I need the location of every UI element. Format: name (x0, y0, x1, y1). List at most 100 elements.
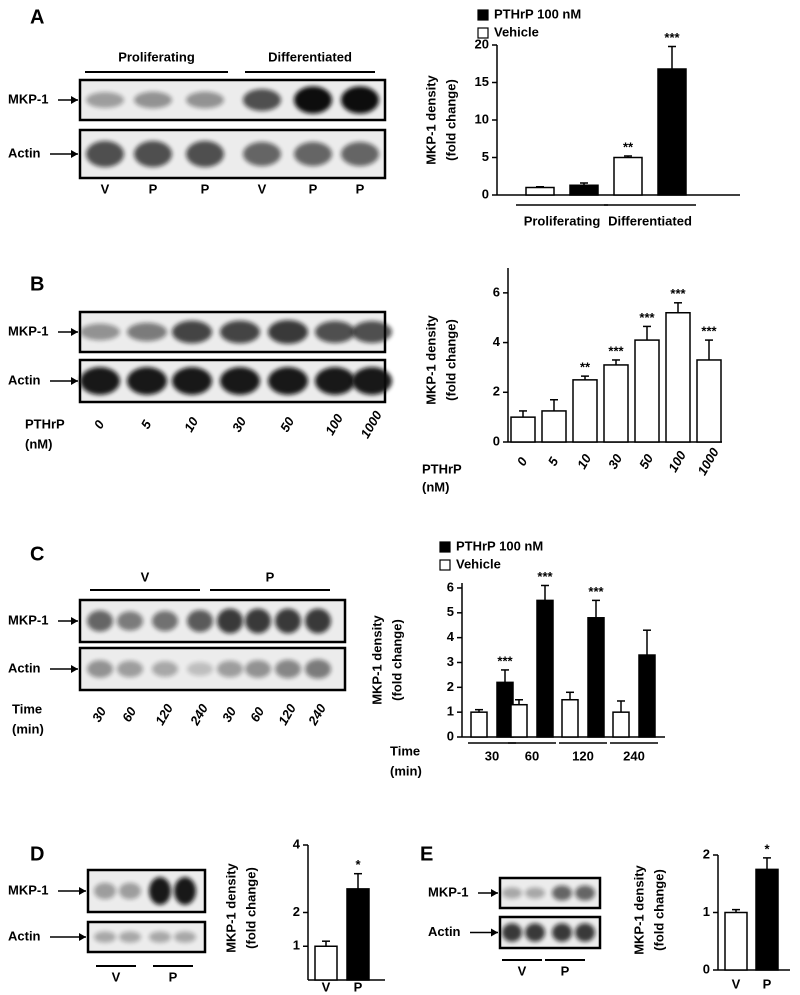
significance-label: *** (670, 286, 686, 301)
blot-band (187, 609, 213, 633)
blot-band (134, 140, 172, 168)
blot-band (315, 367, 355, 395)
bar (665, 311, 691, 443)
blot-band (525, 887, 545, 899)
arrow-head (491, 889, 498, 897)
blot-band (134, 91, 172, 109)
y-tick-label: 1 (703, 904, 710, 919)
bar (612, 711, 630, 738)
blot-band (502, 887, 522, 899)
y-axis-label: MKP-1 density (631, 864, 646, 954)
blot-band (502, 923, 522, 942)
blot-band (94, 931, 116, 943)
blot-band (305, 608, 331, 634)
x-axis-label: (nM) (422, 479, 449, 494)
blot-group-label: Proliferating (118, 49, 195, 64)
significance-label: *** (588, 584, 604, 599)
blot-band (575, 885, 595, 901)
blot-band (87, 610, 113, 632)
significance-label: *** (497, 653, 513, 668)
lane-label: P (356, 181, 365, 196)
lane-label: 30 (89, 704, 110, 725)
legend-label: PTHrP 100 nM (494, 6, 581, 21)
lane-title: PTHrP (25, 416, 65, 431)
arrow-head (71, 665, 78, 673)
arrow-head (71, 96, 78, 104)
blot-band (275, 608, 301, 634)
blot-band (174, 877, 196, 905)
bar (525, 186, 555, 196)
lane-label: 30 (219, 704, 240, 725)
row-label: MKP-1 (8, 612, 48, 627)
lane-label: V (101, 181, 110, 196)
lane-label: P (169, 969, 178, 984)
lane-label: 240 (305, 701, 330, 729)
blot-band (294, 141, 332, 167)
legend-label: Vehicle (494, 24, 539, 39)
y-tick-label: 2 (447, 679, 454, 694)
lane-label: V (518, 963, 527, 978)
blot-band (245, 608, 271, 634)
significance-label: *** (701, 324, 717, 339)
row-label: MKP-1 (8, 323, 48, 338)
y-tick-label: 2 (493, 384, 500, 399)
blot-band (172, 367, 212, 395)
lane-label: 50 (277, 414, 298, 435)
blot-band (220, 367, 260, 395)
y-tick-label: 0 (703, 961, 710, 976)
x-tick-label: 5 (545, 454, 562, 468)
x-tick-label: 240 (623, 748, 645, 763)
lane-title: (nM) (25, 436, 52, 451)
y-tick-label: 5 (447, 604, 454, 619)
blot-band (117, 660, 143, 678)
lane-label: P (309, 181, 318, 196)
blot-band (152, 610, 178, 632)
y-axis-label: MKP-1 density (423, 314, 438, 404)
bar (510, 416, 536, 443)
y-tick-label: 0 (482, 186, 489, 201)
legend-label: Vehicle (456, 556, 501, 571)
lane-label: 5 (138, 417, 155, 431)
bar (587, 617, 605, 738)
bar (755, 868, 779, 971)
arrow-head (79, 933, 86, 941)
significance-label: *** (537, 569, 553, 584)
blot-band (315, 321, 355, 343)
arrow-head (71, 150, 78, 158)
lane-label: 240 (187, 701, 212, 729)
panel-letter: E (420, 843, 433, 865)
lane-label: P (149, 181, 158, 196)
x-tick-label: 60 (525, 748, 539, 763)
arrow-head (71, 617, 78, 625)
bar (470, 711, 488, 738)
legend-swatch (477, 27, 489, 39)
bar (724, 911, 748, 971)
y-tick-label: 1 (293, 938, 300, 953)
x-tick-label: Proliferating (524, 213, 601, 228)
blot-band (172, 320, 212, 344)
x-tick-label: P (354, 979, 363, 994)
x-tick-label: 30 (485, 748, 499, 763)
x-tick-label: 120 (572, 748, 594, 763)
y-axis-label: (fold change) (651, 869, 666, 951)
x-axis-label: (min) (390, 763, 422, 778)
y-tick-label: 20 (475, 36, 489, 51)
blot-band (341, 141, 379, 167)
bar (572, 379, 598, 443)
blot-band (268, 320, 308, 344)
blot-band (127, 322, 167, 342)
bar (314, 945, 338, 981)
lane-title: Time (12, 701, 42, 716)
lane-label: P (561, 963, 570, 978)
y-tick-label: 15 (475, 74, 489, 89)
y-tick-label: 4 (493, 334, 501, 349)
row-label: MKP-1 (8, 882, 48, 897)
row-label: Actin (428, 924, 461, 939)
x-tick-label: V (732, 976, 741, 991)
blot-band (127, 367, 167, 395)
legend-swatch (439, 559, 451, 571)
blot-band (80, 323, 120, 341)
significance-label: *** (639, 310, 655, 325)
blot-band (341, 86, 379, 114)
y-axis-label: MKP-1 density (369, 614, 384, 704)
